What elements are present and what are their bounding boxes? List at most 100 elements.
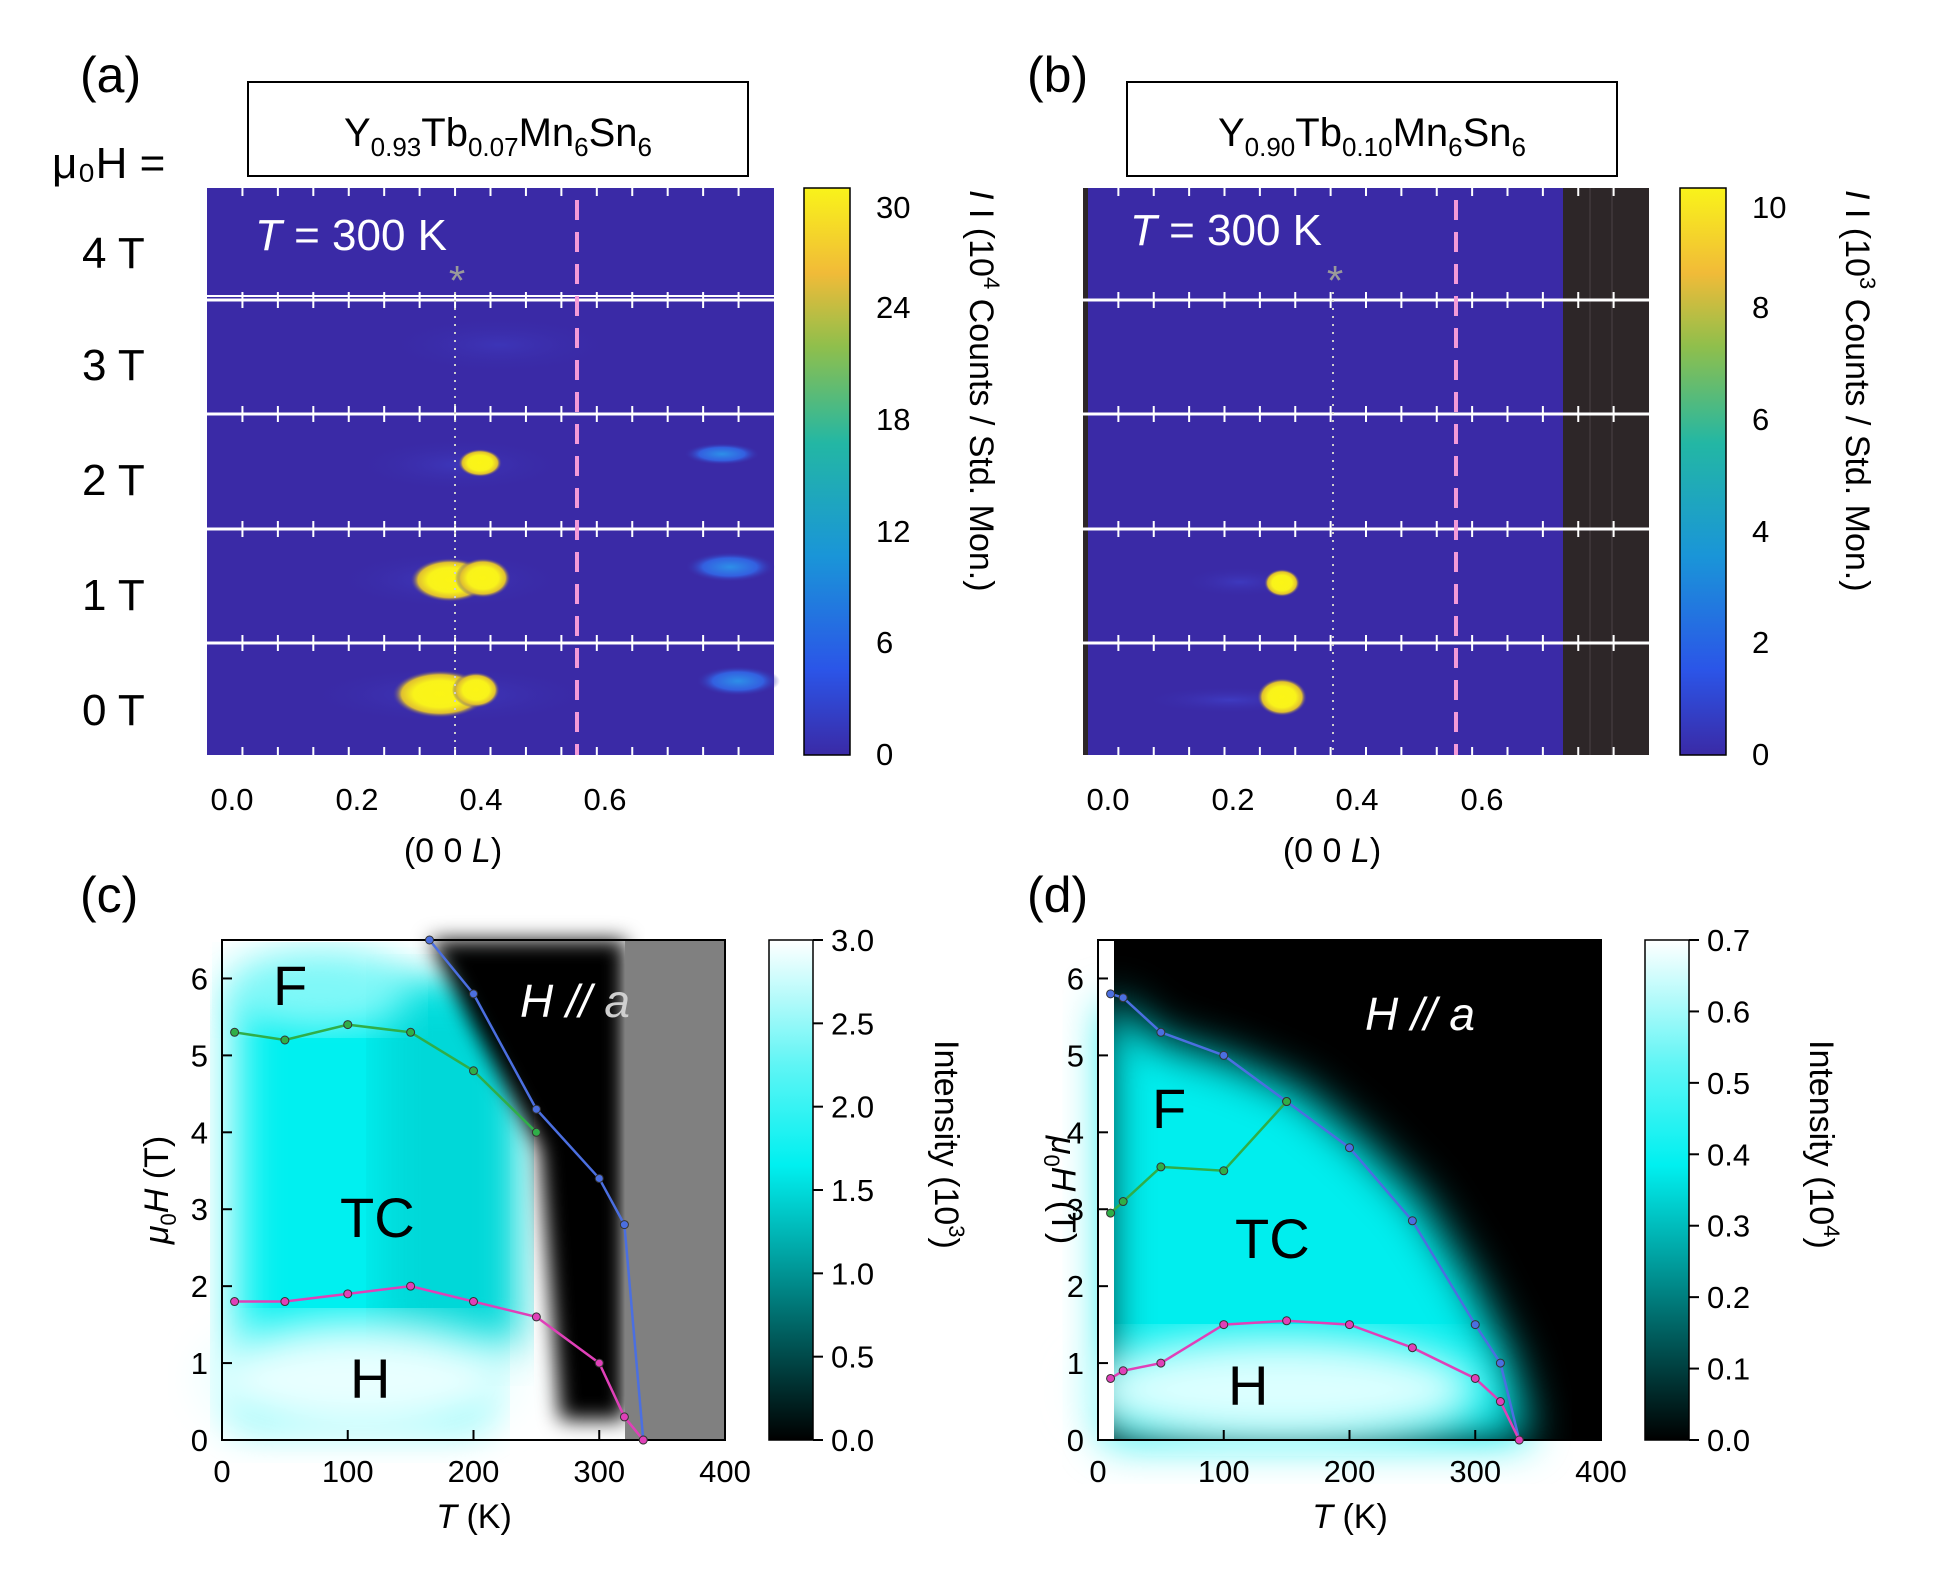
svg-text:0.6: 0.6 (1460, 782, 1503, 817)
peak-a-0T-2 (452, 672, 500, 708)
colorbar-tick-label: 0.3 (1707, 1209, 1750, 1244)
xlabel-c: T (K) (436, 1498, 512, 1536)
field-label-1T: 1 T (82, 571, 145, 620)
field-labels: 4 T 3 T 2 T 1 T 0 T (82, 229, 145, 735)
data-point (1345, 1143, 1354, 1153)
data-point (469, 989, 478, 999)
data-point (1106, 1208, 1116, 1218)
data-point (1106, 989, 1116, 999)
peak-b-0T (1257, 678, 1307, 716)
y-tick-label: 0 (191, 1423, 208, 1458)
data-point (469, 1066, 478, 1076)
y-tick-label: 6 (191, 961, 208, 996)
x-tick-label: 200 (1324, 1454, 1376, 1489)
svg-text:8: 8 (1752, 290, 1769, 325)
panel-c-label: (c) (80, 867, 138, 923)
svg-text:4: 4 (1752, 514, 1769, 549)
data-point (1282, 1316, 1292, 1326)
data-point (1118, 1366, 1128, 1376)
y-tick-label: 2 (1067, 1269, 1084, 1304)
colorbar-tick-label: 0.5 (831, 1340, 874, 1375)
data-point (1106, 1373, 1116, 1383)
svg-text:6: 6 (876, 625, 893, 660)
series-line-H-boundary (1109, 1319, 1521, 1441)
x-tick-label: 200 (448, 1454, 500, 1489)
compound-title-b: Y0.90Tb0.10Mn6Sn6 (1218, 111, 1526, 162)
colorbar-title-a: I I (104 Counts / Std. Mon.) (962, 190, 1004, 592)
peak-a-2T-3 (684, 443, 760, 465)
colorbar-tick-label: 0.6 (1707, 994, 1750, 1029)
colorbar-tick-label: 0.4 (1707, 1137, 1750, 1172)
y-tick-label: 5 (1067, 1038, 1084, 1073)
colorbar-tick-label: 0.5 (1707, 1066, 1750, 1101)
compound-box-b (1126, 81, 1618, 177)
y-tick-label: 3 (1067, 1192, 1084, 1227)
data-point (1156, 1162, 1166, 1172)
svg-text:0.4: 0.4 (459, 782, 502, 817)
data-point (230, 1297, 240, 1307)
panel-a-label: (a) (80, 47, 141, 103)
masked-region-c (625, 940, 725, 1440)
field-note-d: H // a (1365, 988, 1475, 1040)
x-tick-label: 400 (699, 1454, 751, 1489)
y-tick-label: 4 (191, 1115, 208, 1150)
data-point (1470, 1373, 1480, 1383)
x-tick-label: 300 (1449, 1454, 1501, 1489)
svg-text:0.4: 0.4 (1335, 782, 1378, 817)
colorbar-tick-label: 0.0 (831, 1423, 874, 1458)
data-point (1219, 1166, 1229, 1176)
x-tick-label: 400 (1575, 1454, 1627, 1489)
data-point (1407, 1343, 1417, 1353)
series-line-upper-boundary (1110, 992, 1521, 1441)
y-tick-label: 1 (191, 1346, 208, 1381)
data-point (531, 1127, 541, 1137)
data-point (1282, 1097, 1292, 1107)
phase-map-d (1080, 940, 1601, 1445)
peak-a-2T-1 (458, 449, 502, 477)
svg-text:6: 6 (1752, 402, 1769, 437)
y-tick-label: 1 (1067, 1346, 1084, 1381)
x-tick-label: 100 (322, 1454, 374, 1489)
data-point (1219, 1320, 1229, 1330)
data-point (1118, 993, 1128, 1003)
y-tick-label: 2 (191, 1269, 208, 1304)
heatmap-b: * T = 300 K (1083, 188, 1649, 755)
data-point (343, 1020, 353, 1030)
x-tick-label: 0 (1089, 1454, 1106, 1489)
peak-a-1T-2 (455, 558, 511, 598)
svg-text:0.2: 0.2 (335, 782, 378, 817)
plot-d: 0 100 200 300 400 0 1 2 3 4 5 6 (1067, 939, 1627, 1489)
data-point (406, 1281, 416, 1291)
colorbar-a: 0 6 12 18 24 30 I I (104 Counts / Std. M… (803, 187, 1004, 772)
svg-text:0.0: 0.0 (210, 782, 253, 817)
colorbar-tick-label: 1.0 (831, 1256, 874, 1291)
colorbar-b: 0 2 4 6 8 10 I I (103 Counts / Std. Mon.… (1679, 187, 1880, 772)
data-point (594, 1358, 604, 1368)
region-TC-c: TC (340, 1186, 415, 1249)
field-label-3T: 3 T (82, 341, 145, 390)
star-b: * (1327, 257, 1343, 304)
panel-b-label: (b) (1027, 47, 1088, 103)
data-point (1495, 1358, 1505, 1368)
region-H-d: H (1228, 1354, 1268, 1417)
xticks-b: 0.0 0.2 0.4 0.6 (1086, 782, 1503, 817)
region-F-d: F (1152, 1077, 1186, 1140)
field-label-2T: 2 T (82, 456, 145, 505)
xticks-a: 0.0 0.2 0.4 0.6 (210, 782, 626, 817)
svg-text:12: 12 (876, 514, 910, 549)
xlabel-a: (0 0 L) (404, 832, 502, 870)
data-point (638, 1435, 648, 1445)
temp-label-b: T = 300 K (1130, 206, 1322, 255)
data-point (1495, 1397, 1505, 1407)
data-point (280, 1297, 290, 1307)
svg-text:0.6: 0.6 (583, 782, 626, 817)
data-point (531, 1312, 541, 1322)
field-note-c: H // a (520, 975, 630, 1027)
series-line-F-boundary (234, 1023, 538, 1134)
data-point (619, 1220, 629, 1230)
data-point (469, 1297, 478, 1307)
y-tick-label: 6 (1067, 961, 1084, 996)
data-point (1514, 1435, 1524, 1445)
colorbar-tick-label: 3.0 (831, 923, 874, 958)
